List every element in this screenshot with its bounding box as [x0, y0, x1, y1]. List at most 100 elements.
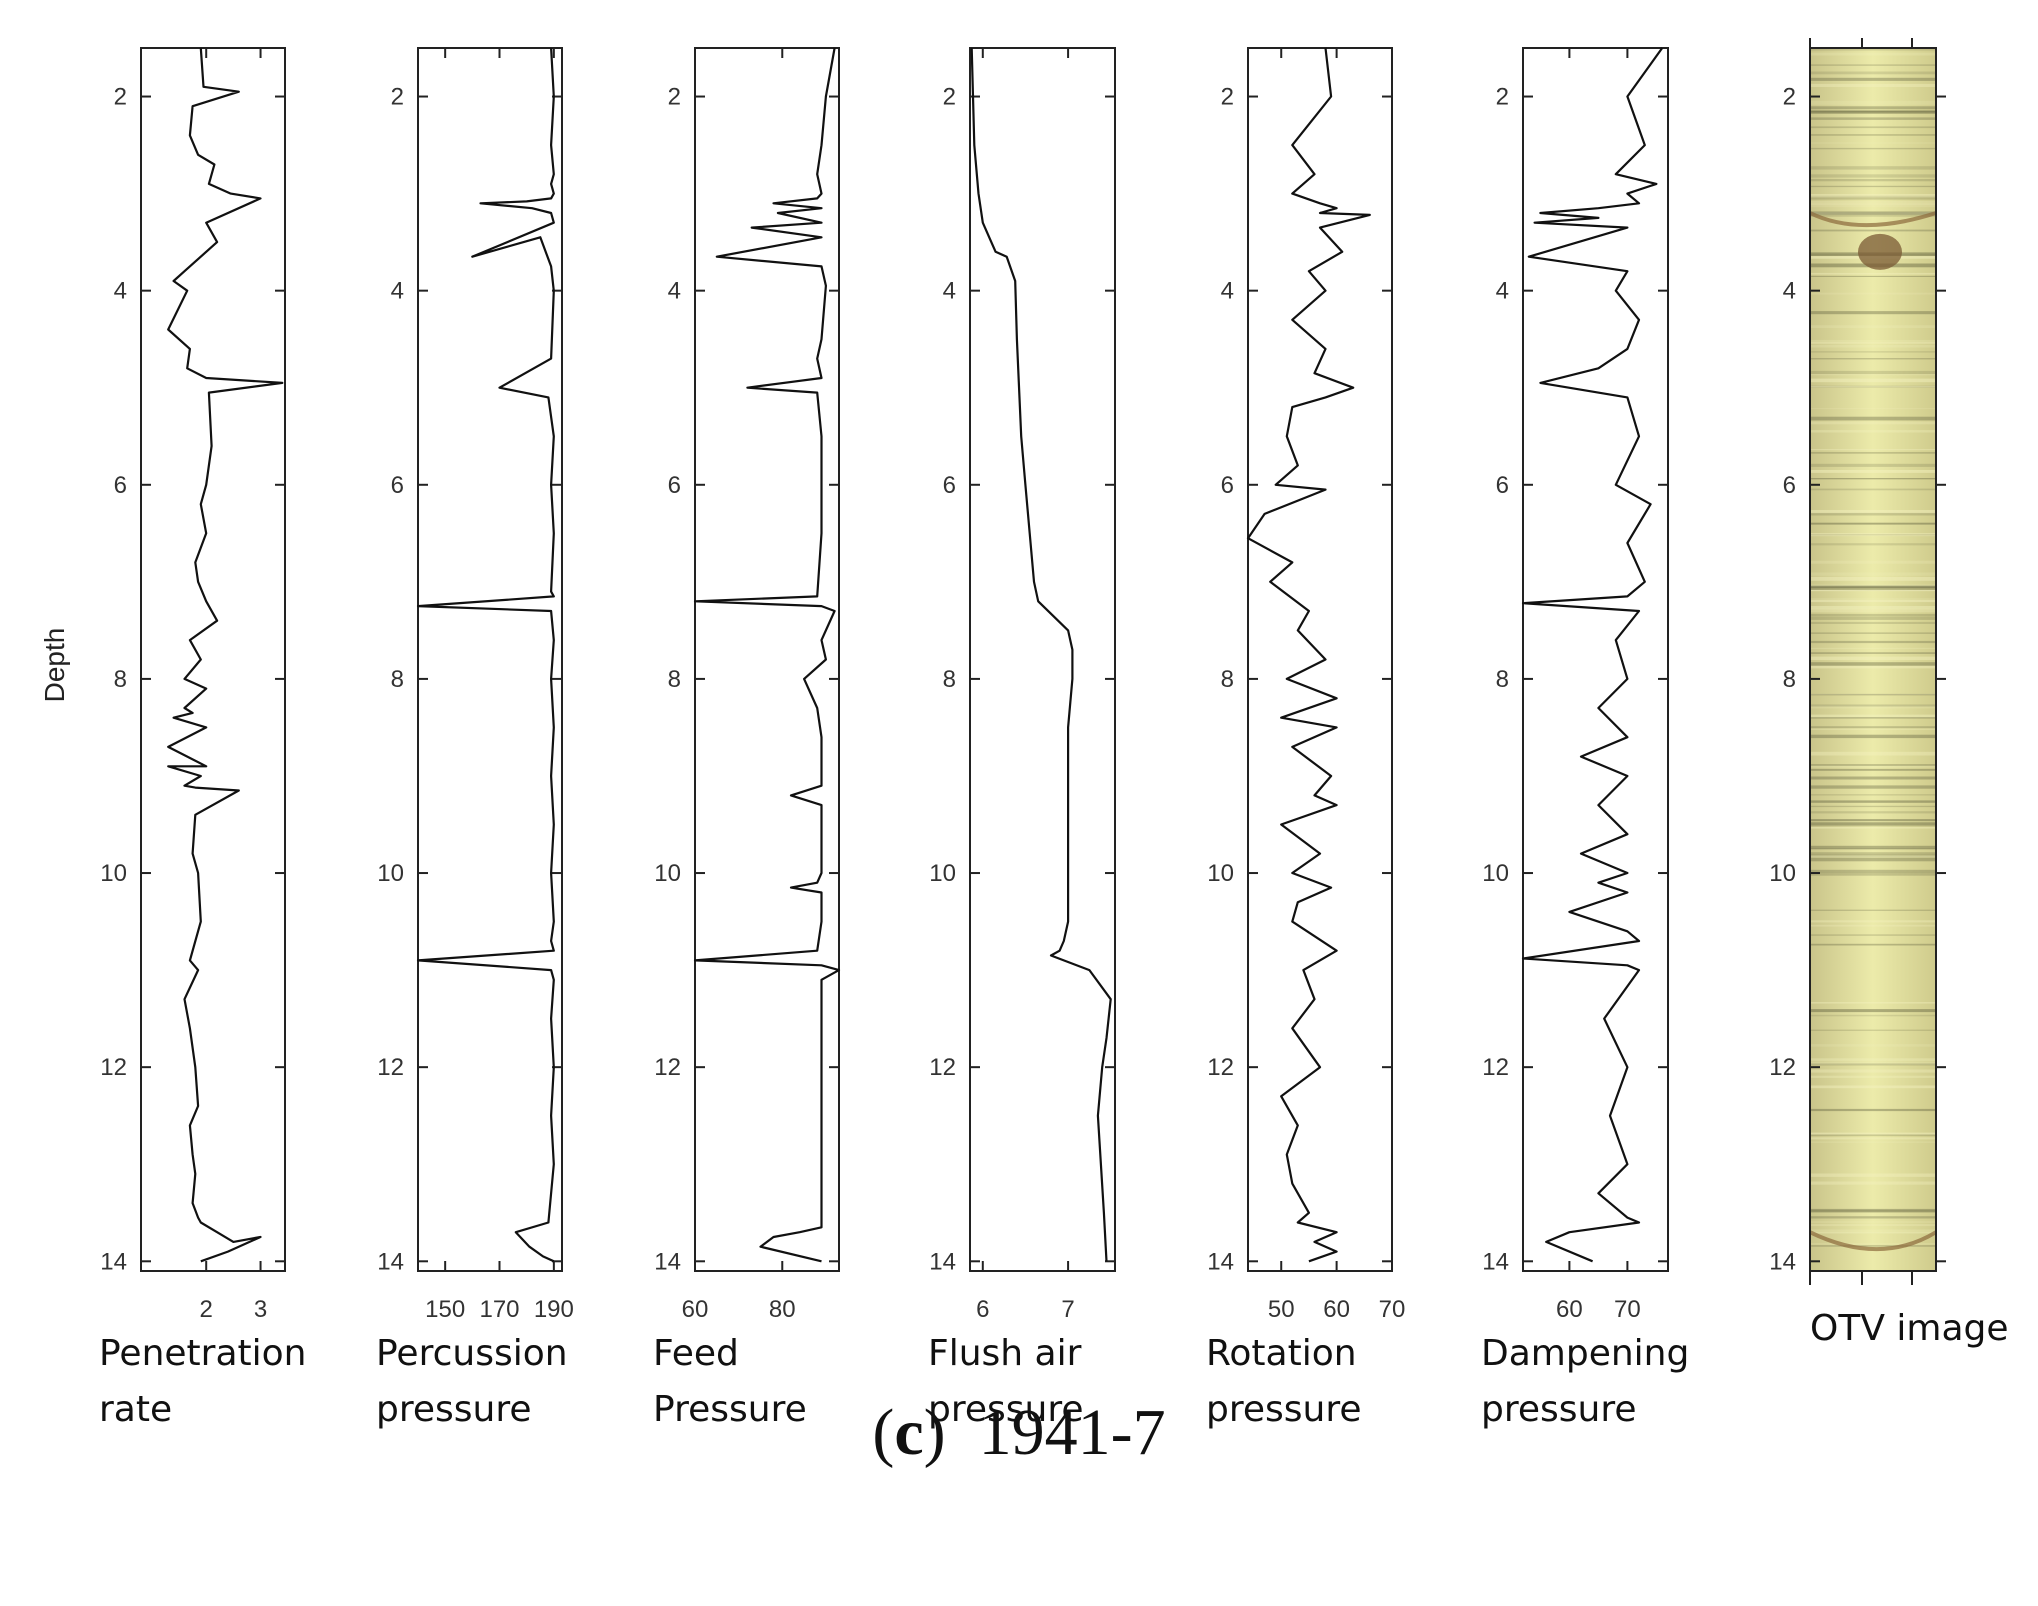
otv-texture-band — [1810, 351, 1936, 353]
otv-texture-band — [1810, 1044, 1936, 1047]
otv-texture-band — [1810, 821, 1936, 826]
x-tick-label: 70 — [1379, 1296, 1406, 1323]
otv-texture-band — [1810, 598, 1936, 601]
otv-texture-band — [1810, 275, 1936, 277]
y-tick-label: 8 — [943, 666, 956, 693]
y-tick-label: 4 — [114, 278, 127, 305]
otv-texture-band — [1810, 785, 1936, 789]
otv-texture-band — [1810, 647, 1936, 650]
log-panel-5: 2 4 6 8 10 12 14 50 60 70 Rotation pressure — [1206, 47, 1406, 1430]
otv-texture-band — [1810, 576, 1936, 581]
otv-texture-band — [1810, 805, 1936, 808]
otv-texture-band — [1810, 632, 1936, 634]
y-tick-label: 12 — [929, 1054, 956, 1081]
y-tick-label: 2 — [1496, 84, 1509, 111]
x-axis-label: Penetration — [99, 1333, 306, 1374]
otv-texture-band — [1810, 339, 1936, 343]
otv-texture-band — [1810, 584, 1936, 588]
otv-texture-band — [1810, 704, 1936, 707]
y-tick-label: 4 — [391, 278, 404, 305]
otv-texture-band — [1810, 590, 1936, 592]
otv-texture-band — [1810, 134, 1936, 136]
otv-texture-band — [1810, 776, 1936, 780]
x-tick-label: 80 — [769, 1296, 796, 1323]
x-axis-label: pressure — [376, 1389, 532, 1430]
otv-texture-band — [1810, 717, 1936, 719]
log-panel-1: 2 4 6 8 10 12 14 2 3 Penetration rate — [99, 47, 306, 1430]
otv-texture-band — [1810, 510, 1936, 514]
otv-texture-band — [1810, 764, 1936, 766]
otv-texture-band — [1810, 478, 1936, 480]
caption-letter: c — [894, 1396, 924, 1469]
plot-frame — [1522, 47, 1669, 1272]
otv-texture-band — [1810, 463, 1936, 467]
log-panel-6: 2 4 6 8 10 12 14 60 70 Dampening pressure — [1481, 47, 1689, 1430]
otv-texture-band — [1810, 608, 1936, 613]
otv-texture-band — [1810, 794, 1936, 796]
otv-texture-band — [1810, 586, 1936, 591]
y-tick-label: 10 — [100, 860, 127, 887]
otv-texture-band — [1810, 1243, 1936, 1245]
series-line — [1246, 47, 1371, 1263]
otv-texture-band — [1810, 64, 1936, 66]
otv-texture-band — [1810, 449, 1936, 451]
otv-texture-band — [1810, 656, 1936, 660]
otv-texture-band — [1810, 640, 1936, 644]
otv-texture-band — [1810, 195, 1936, 200]
otv-y-tick-label: 8 — [1783, 666, 1796, 693]
y-tick-label: 2 — [114, 84, 127, 111]
otv-texture-band — [1810, 1069, 1936, 1073]
otv-y-tick-label: 10 — [1769, 860, 1796, 887]
otv-texture-band — [1810, 512, 1936, 516]
y-tick-label: 8 — [1221, 666, 1234, 693]
otv-texture-band — [1810, 100, 1936, 105]
x-tick-label: 60 — [1323, 1296, 1350, 1323]
otv-texture-band — [1810, 1134, 1936, 1137]
y-tick-label: 12 — [1207, 1054, 1234, 1081]
otv-texture-band — [1810, 621, 1936, 624]
x-axis-label: rate — [99, 1389, 172, 1430]
otv-label: OTV image — [1810, 1308, 2009, 1349]
otv-texture-band — [1810, 1181, 1936, 1185]
x-tick-label: 6 — [976, 1296, 989, 1323]
y-tick-label: 14 — [377, 1248, 404, 1275]
otv-texture-band — [1810, 430, 1936, 433]
otv-texture-band — [1810, 374, 1936, 376]
otv-texture-band — [1810, 1173, 1936, 1177]
otv-texture-band — [1810, 358, 1936, 360]
x-axis-label: pressure — [1206, 1389, 1362, 1430]
otv-texture-band — [1810, 1108, 1936, 1112]
plot-frame — [969, 47, 1116, 1272]
depth-axis-label: Depth — [39, 628, 70, 703]
otv-texture-band — [1810, 1029, 1936, 1031]
otv-texture-band — [1810, 1137, 1936, 1140]
otv-texture-band — [1810, 470, 1936, 472]
log-panels: 2 4 6 8 10 12 14 2 3 Penetration rate 2 4 6 8 10 12 14 150… — [99, 47, 1689, 1430]
otv-texture-band — [1810, 48, 1936, 51]
otv-texture-band — [1810, 378, 1936, 383]
x-axis-label: Rotation — [1206, 1333, 1357, 1374]
otv-texture-band — [1810, 751, 1936, 756]
y-tick-label: 8 — [114, 666, 127, 693]
x-tick-label: 60 — [682, 1296, 709, 1323]
otv-texture-band — [1810, 924, 1936, 927]
otv-texture-band — [1810, 734, 1936, 739]
series-line — [970, 47, 1112, 1262]
otv-texture-band — [1810, 211, 1936, 215]
y-tick-label: 12 — [100, 1054, 127, 1081]
x-axis-label: Pressure — [653, 1389, 807, 1430]
x-axis-label: Dampening — [1481, 1333, 1689, 1374]
x-axis-label: Feed — [653, 1333, 739, 1374]
otv-texture-band — [1810, 229, 1936, 232]
otv-image-panel: 2 4 6 8 10 12 14 OTV image — [1769, 38, 2009, 1349]
otv-texture-band — [1810, 1061, 1936, 1065]
otv-texture-band — [1810, 852, 1936, 855]
y-tick-label: 6 — [943, 472, 956, 499]
y-tick-label: 14 — [654, 1248, 681, 1275]
otv-texture-band — [1810, 117, 1936, 120]
otv-texture-band — [1810, 179, 1936, 182]
otv-texture-band — [1810, 543, 1936, 546]
otv-texture-band — [1810, 857, 1936, 862]
x-tick-label: 150 — [425, 1296, 465, 1323]
